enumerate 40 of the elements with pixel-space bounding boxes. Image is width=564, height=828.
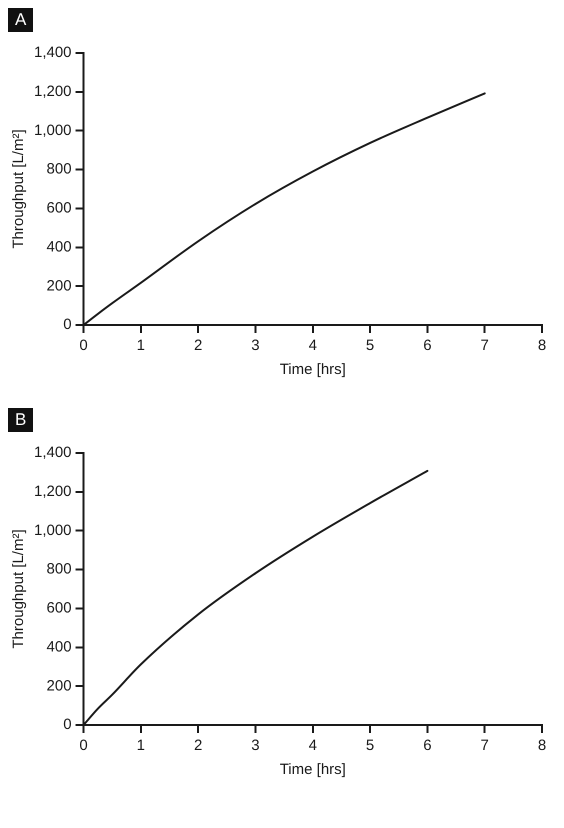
- y-tick-label: 200: [46, 277, 72, 294]
- x-tick-label: 1: [136, 737, 146, 754]
- x-tick-label: 4: [308, 337, 317, 354]
- x-tick-label: 5: [366, 737, 374, 754]
- y-tick-label: 1,400: [34, 44, 72, 62]
- y-tick-label: 800: [46, 560, 72, 578]
- x-tick-label: 7: [480, 337, 489, 354]
- x-tick-label: 0: [79, 737, 88, 754]
- x-tick-label: 8: [538, 337, 546, 354]
- y-axis-title: Throughput [L/m²]: [10, 529, 28, 649]
- y-tick-label: 1,400: [34, 444, 72, 462]
- y-tick-label: 1,200: [34, 83, 72, 100]
- y-axis-title: Throughput [L/m²]: [10, 129, 28, 249]
- y-tick-label: 400: [46, 638, 72, 656]
- x-tick-label: 3: [251, 737, 260, 754]
- text: B: [8, 408, 34, 432]
- y-tick-label: 1,000: [34, 522, 72, 539]
- text: A: [8, 8, 34, 32]
- x-tick-label: 1: [136, 337, 146, 354]
- x-tick-label: 3: [251, 337, 260, 354]
- x-tick-label: 2: [194, 337, 202, 354]
- x-tick-label: 5: [366, 337, 374, 354]
- y-tick-label: 600: [46, 600, 72, 617]
- y-tick-label: 1,200: [34, 483, 72, 500]
- x-tick-label: 2: [194, 737, 202, 754]
- x-tick-label: 8: [538, 737, 546, 754]
- y-tick-label: 400: [46, 238, 72, 256]
- x-tick-label: 7: [480, 737, 489, 754]
- y-tick-label: 200: [46, 677, 72, 694]
- y-tick-label: 600: [46, 200, 72, 217]
- y-tick-label: 800: [46, 160, 72, 178]
- x-tick-label: 4: [308, 737, 317, 754]
- x-axis-title: Time [hrs]: [280, 761, 346, 778]
- x-tick-label: 6: [423, 337, 432, 354]
- y-tick-label: 0: [63, 316, 72, 334]
- y-tick-label: 1,000: [34, 122, 72, 139]
- x-axis-title: Time [hrs]: [280, 361, 346, 378]
- y-tick-label: 0: [63, 716, 72, 734]
- x-tick-label: 0: [79, 337, 88, 354]
- x-tick-label: 6: [423, 737, 432, 754]
